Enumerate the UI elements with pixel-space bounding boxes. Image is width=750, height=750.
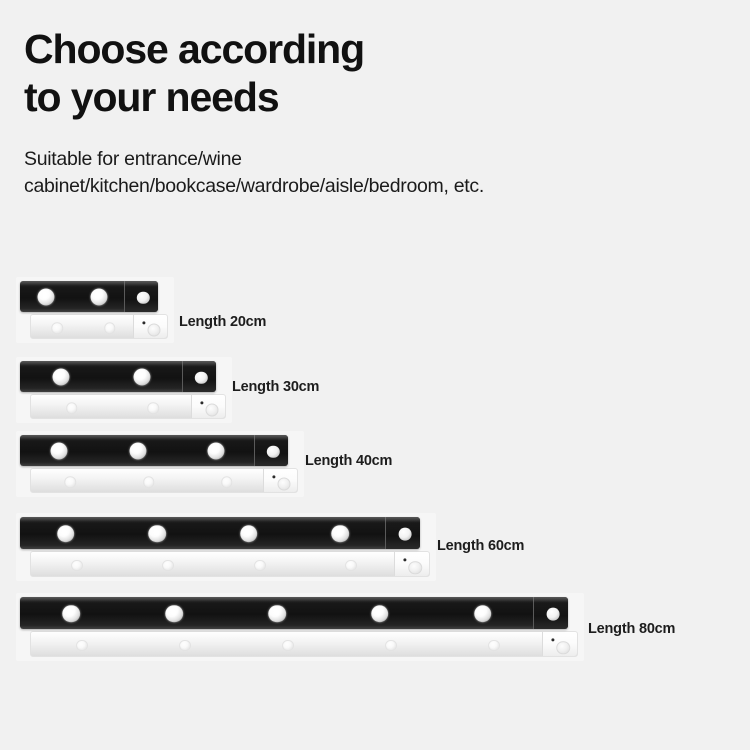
product-bar-white-bar-20cm[interactable] bbox=[30, 314, 168, 339]
led-diffused-5 bbox=[487, 639, 500, 652]
led-diffused-1 bbox=[64, 476, 76, 488]
sensor-module-black-bar-30cm[interactable] bbox=[182, 361, 216, 392]
led-light-2 bbox=[128, 442, 147, 460]
power-button[interactable] bbox=[147, 323, 161, 337]
power-button[interactable] bbox=[556, 640, 571, 655]
product-bar-white-bar-30cm[interactable] bbox=[30, 394, 226, 419]
power-button[interactable] bbox=[408, 560, 423, 575]
led-diffused-3 bbox=[253, 559, 266, 572]
led-light-1 bbox=[56, 524, 75, 543]
led-light-1 bbox=[52, 368, 70, 386]
led-diffused-3 bbox=[221, 476, 233, 488]
page-subtitle: Suitable for entrance/wine cabinet/kitch… bbox=[24, 148, 484, 197]
led-light-4 bbox=[331, 524, 350, 543]
led-diffused-1 bbox=[66, 402, 78, 414]
product-bar-black-bar-40cm[interactable] bbox=[20, 435, 288, 466]
led-diffused-1 bbox=[70, 559, 83, 572]
length-label-bar-80cm: Length 80cm bbox=[588, 621, 676, 637]
sensor-module-black-bar-60cm[interactable] bbox=[385, 517, 420, 549]
sensor-module-white-bar-40cm[interactable] bbox=[263, 469, 297, 492]
led-diffused-2 bbox=[179, 639, 192, 652]
motion-sensor-lens bbox=[267, 445, 280, 458]
led-diffused-2 bbox=[147, 402, 159, 414]
product-bar-black-bar-30cm[interactable] bbox=[20, 361, 216, 392]
length-label-bar-40cm: Length 40cm bbox=[305, 453, 393, 469]
product-bar-white-bar-60cm[interactable] bbox=[30, 551, 430, 577]
led-diffused-2 bbox=[142, 476, 155, 488]
led-diffused-4 bbox=[345, 559, 358, 572]
led-diffused-2 bbox=[104, 322, 116, 334]
product-bar-black-bar-20cm[interactable] bbox=[20, 281, 158, 312]
led-light-1 bbox=[50, 442, 68, 460]
motion-sensor-lens bbox=[546, 607, 560, 621]
led-light-3 bbox=[239, 524, 258, 543]
led-light-2 bbox=[133, 368, 151, 386]
led-light-3 bbox=[268, 604, 286, 623]
sensor-module-white-bar-60cm[interactable] bbox=[394, 552, 429, 576]
power-button[interactable] bbox=[277, 477, 291, 491]
sensor-module-black-bar-40cm[interactable] bbox=[254, 435, 288, 466]
sensor-module-white-bar-80cm[interactable] bbox=[542, 632, 577, 656]
ir-sensor-dot bbox=[200, 400, 204, 405]
led-diffused-1 bbox=[76, 639, 89, 652]
product-bar-black-bar-80cm[interactable] bbox=[20, 597, 568, 629]
length-label-bar-30cm: Length 30cm bbox=[232, 379, 320, 395]
led-diffused-1 bbox=[51, 322, 63, 334]
page-title: Choose according to your needs bbox=[24, 26, 365, 120]
sensor-module-white-bar-20cm[interactable] bbox=[133, 315, 167, 338]
sensor-module-white-bar-30cm[interactable] bbox=[191, 395, 225, 418]
led-light-2 bbox=[165, 604, 183, 623]
led-light-1 bbox=[37, 288, 55, 306]
led-light-4 bbox=[371, 604, 389, 623]
ir-sensor-dot bbox=[403, 558, 407, 562]
ir-sensor-dot bbox=[272, 474, 276, 479]
led-diffused-4 bbox=[384, 639, 397, 652]
motion-sensor-lens bbox=[137, 291, 150, 304]
led-light-5 bbox=[473, 604, 492, 623]
led-light-2 bbox=[90, 288, 108, 306]
led-diffused-3 bbox=[282, 639, 294, 652]
power-button[interactable] bbox=[205, 403, 219, 417]
led-light-2 bbox=[148, 524, 167, 543]
product-bar-black-bar-60cm[interactable] bbox=[20, 517, 420, 549]
product-bar-white-bar-80cm[interactable] bbox=[30, 631, 578, 657]
ir-sensor-dot bbox=[142, 320, 146, 325]
led-diffused-2 bbox=[162, 559, 175, 572]
motion-sensor-lens bbox=[398, 527, 412, 541]
header-block: Choose according to your needs Suitable … bbox=[24, 26, 724, 200]
led-light-3 bbox=[207, 442, 225, 460]
sensor-module-black-bar-80cm[interactable] bbox=[533, 597, 568, 629]
length-label-bar-20cm: Length 20cm bbox=[179, 314, 267, 330]
sensor-module-black-bar-20cm[interactable] bbox=[124, 281, 158, 312]
ir-sensor-dot bbox=[551, 638, 555, 642]
product-bar-white-bar-40cm[interactable] bbox=[30, 468, 298, 493]
motion-sensor-lens bbox=[195, 371, 208, 384]
length-label-bar-60cm: Length 60cm bbox=[437, 538, 525, 554]
led-light-1 bbox=[62, 604, 81, 623]
